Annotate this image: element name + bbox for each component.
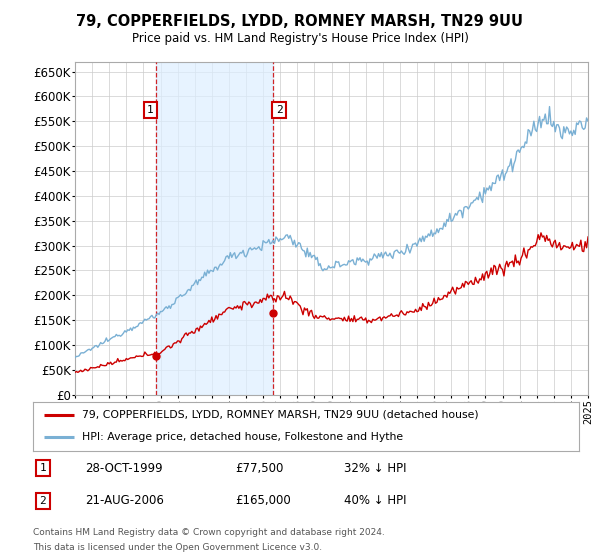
- Text: HPI: Average price, detached house, Folkestone and Hythe: HPI: Average price, detached house, Folk…: [82, 432, 403, 442]
- Text: 1: 1: [147, 105, 154, 115]
- Text: 1: 1: [40, 463, 46, 473]
- Bar: [156, 62, 273, 395]
- Text: 2: 2: [40, 496, 46, 506]
- Text: 2: 2: [275, 105, 283, 115]
- Text: 21-AUG-2006: 21-AUG-2006: [85, 494, 164, 507]
- Text: This data is licensed under the Open Government Licence v3.0.: This data is licensed under the Open Gov…: [33, 543, 322, 552]
- Text: 40% ↓ HPI: 40% ↓ HPI: [344, 494, 407, 507]
- Text: £77,500: £77,500: [235, 461, 283, 474]
- Text: 79, COPPERFIELDS, LYDD, ROMNEY MARSH, TN29 9UU (detached house): 79, COPPERFIELDS, LYDD, ROMNEY MARSH, TN…: [82, 410, 479, 420]
- Text: Price paid vs. HM Land Registry's House Price Index (HPI): Price paid vs. HM Land Registry's House …: [131, 32, 469, 45]
- Text: 79, COPPERFIELDS, LYDD, ROMNEY MARSH, TN29 9UU: 79, COPPERFIELDS, LYDD, ROMNEY MARSH, TN…: [77, 14, 523, 29]
- Text: 28-OCT-1999: 28-OCT-1999: [85, 461, 163, 474]
- Text: 32% ↓ HPI: 32% ↓ HPI: [344, 461, 407, 474]
- Text: £165,000: £165,000: [235, 494, 291, 507]
- Text: Contains HM Land Registry data © Crown copyright and database right 2024.: Contains HM Land Registry data © Crown c…: [33, 528, 385, 537]
